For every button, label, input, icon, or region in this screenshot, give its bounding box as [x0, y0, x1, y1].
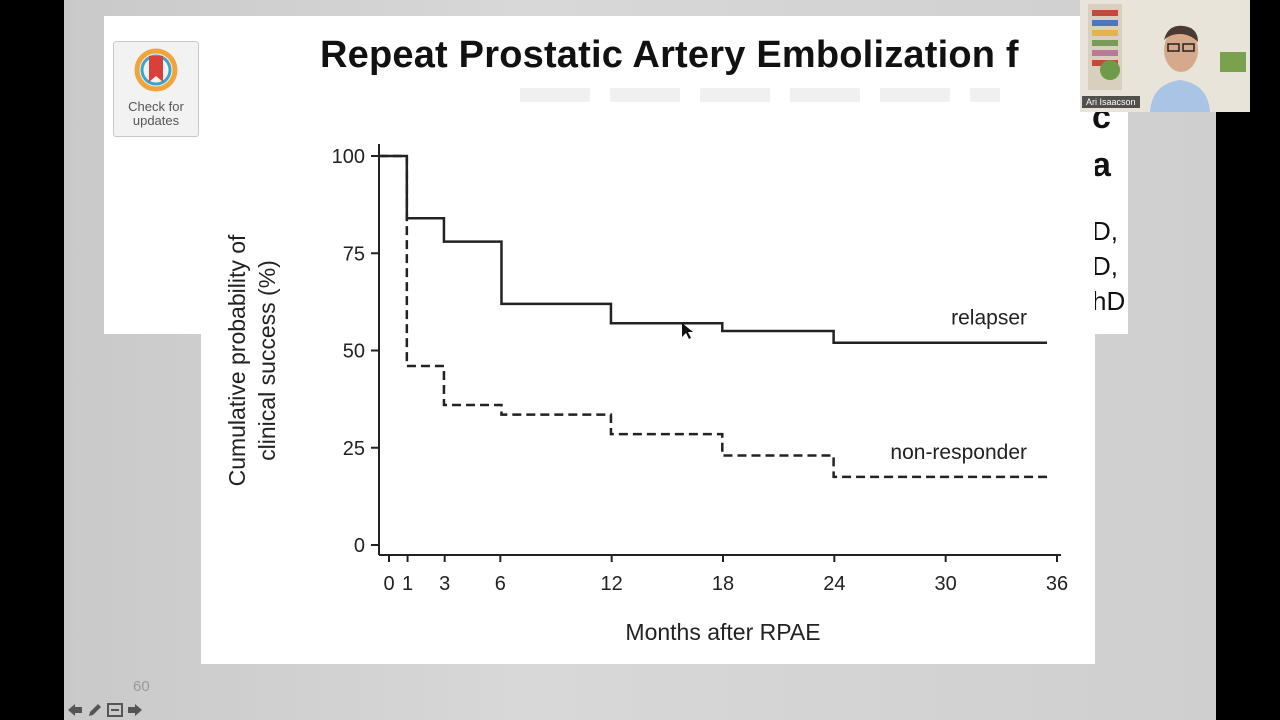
author-fragment: D, — [1092, 251, 1118, 281]
badge-label: Check for updates — [114, 100, 198, 128]
title-fragment: a — [1092, 146, 1111, 184]
slide-title: Repeat Prostatic Artery Embolization f — [320, 34, 1019, 76]
slide-number: 60 — [133, 678, 150, 695]
x-tick-label: 12 — [601, 573, 623, 595]
check-for-updates-badge[interactable]: Check for updates — [113, 41, 199, 137]
badge-line: Check for — [128, 99, 184, 114]
x-tick-label: 3 — [439, 573, 450, 595]
y-axis-label: clinical success (%) — [254, 260, 280, 461]
x-tick-label: 36 — [1046, 573, 1068, 595]
y-tick-label: 100 — [332, 146, 365, 168]
slideshow-nav — [66, 700, 146, 720]
x-tick-label: 0 — [383, 573, 394, 595]
webcam-video[interactable]: Ari Isaacson — [1080, 0, 1250, 112]
x-tick-label: 30 — [935, 573, 957, 595]
y-tick-label: 25 — [343, 438, 365, 460]
presenter-video-icon — [1080, 0, 1250, 112]
author-fragment: hD — [1092, 286, 1126, 316]
slides-menu-icon[interactable] — [106, 701, 124, 719]
series-label: non-responder — [890, 441, 1027, 464]
chart-panel: 0 25 50 75 100 0 1 3 6 12 18 24 30 36 Months after RPA… — [201, 130, 1095, 664]
series-label: relapser — [951, 307, 1027, 330]
y-axis-label: Cumulative probability of — [224, 234, 250, 486]
series-line-relapser — [379, 154, 1047, 344]
author-fragment: D, — [1092, 216, 1118, 246]
pen-icon[interactable] — [86, 701, 104, 719]
y-tick-label: 0 — [354, 535, 365, 557]
participant-name: Ari Isaacson — [1082, 96, 1140, 108]
forward-arrow-icon[interactable] — [126, 701, 144, 719]
mouse-cursor-icon — [682, 323, 693, 339]
check-for-updates-icon — [134, 48, 178, 92]
back-arrow-icon[interactable] — [66, 701, 84, 719]
badge-line: updates — [132, 113, 180, 128]
slide-subtitle-fade — [520, 88, 1000, 102]
series-line-non-responder — [379, 154, 1047, 479]
x-tick-label: 24 — [823, 573, 845, 595]
x-tick-label: 18 — [712, 573, 734, 595]
y-tick-label: 50 — [343, 341, 365, 363]
x-tick-label: 1 — [402, 573, 413, 595]
x-axis-label: Months after RPAE — [625, 619, 820, 645]
y-tick-label: 75 — [343, 243, 365, 265]
x-tick-label: 6 — [495, 573, 506, 595]
